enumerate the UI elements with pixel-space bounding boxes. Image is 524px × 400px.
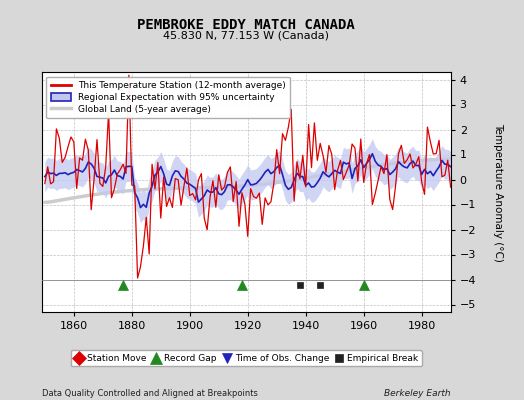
Y-axis label: Temperature Anomaly (°C): Temperature Anomaly (°C) (493, 122, 503, 262)
Text: Data Quality Controlled and Aligned at Breakpoints: Data Quality Controlled and Aligned at B… (42, 389, 258, 398)
Text: 45.830 N, 77.153 W (Canada): 45.830 N, 77.153 W (Canada) (163, 30, 329, 40)
Text: PEMBROKE EDDY MATCH CANADA: PEMBROKE EDDY MATCH CANADA (137, 18, 355, 32)
Text: Berkeley Earth: Berkeley Earth (384, 389, 451, 398)
Legend: Station Move, Record Gap, Time of Obs. Change, Empirical Break: Station Move, Record Gap, Time of Obs. C… (71, 350, 422, 366)
